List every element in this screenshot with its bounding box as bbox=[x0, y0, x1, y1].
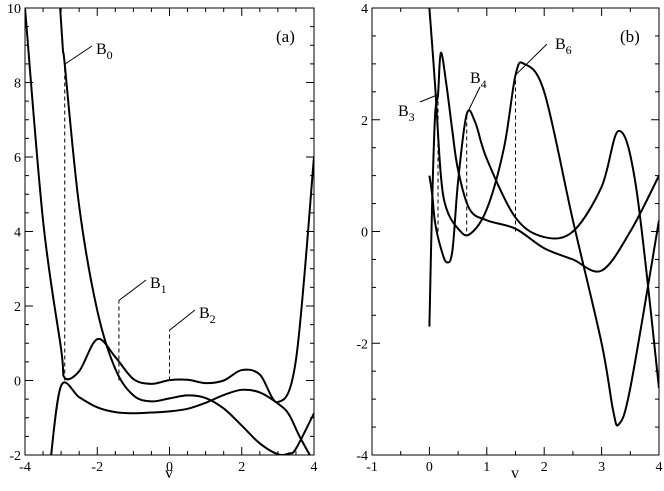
label-leader-line bbox=[64, 45, 93, 65]
y-tick-label: 10 bbox=[7, 2, 21, 17]
label-leader-line bbox=[118, 279, 147, 301]
panel-b-reference-lines bbox=[437, 75, 516, 232]
panel-b-curves bbox=[428, 8, 659, 427]
series-line-B4 bbox=[428, 109, 659, 389]
y-tick-label: 8 bbox=[14, 77, 21, 92]
x-tick-label: -1 bbox=[366, 460, 378, 475]
y-tick-label: -4 bbox=[356, 449, 368, 464]
curve-label: B1 bbox=[150, 275, 167, 296]
y-tick-label: -2 bbox=[9, 449, 21, 464]
panel-a-curves bbox=[25, 8, 314, 455]
y-tick-label: 2 bbox=[14, 300, 21, 315]
x-tick-label: 0 bbox=[166, 460, 173, 475]
x-tick-label: 4 bbox=[656, 460, 663, 475]
panel-a-ticks bbox=[24, 7, 315, 456]
curve-label: B0 bbox=[96, 41, 113, 62]
x-tick-label: 2 bbox=[541, 460, 548, 475]
panel-b-label: (b) bbox=[620, 27, 640, 46]
x-tick-label: 2 bbox=[238, 460, 245, 475]
series-line-B1 bbox=[25, 8, 314, 404]
curve-label: B3 bbox=[398, 103, 415, 124]
panel-b-tick-labels: -1 0 1 2 3 4 -4 -2 0 2 4 bbox=[356, 2, 662, 475]
panel-a-xlabel: v bbox=[165, 465, 173, 482]
x-tick-label: 0 bbox=[426, 460, 433, 475]
panel-a-reference-lines bbox=[64, 64, 170, 381]
y-tick-label: 0 bbox=[14, 375, 21, 390]
y-tick-label: 2 bbox=[361, 114, 368, 129]
x-tick-label: -4 bbox=[19, 460, 31, 475]
label-leader-line bbox=[515, 43, 548, 76]
series-line-B2 bbox=[50, 381, 311, 455]
x-tick-label: 1 bbox=[483, 460, 490, 475]
y-tick-label: 0 bbox=[361, 226, 368, 241]
curve-label: B2 bbox=[199, 305, 216, 326]
curve-label: B6 bbox=[555, 36, 572, 57]
label-leader-line bbox=[466, 86, 481, 115]
label-leader-line bbox=[169, 309, 196, 331]
series-line-B6 bbox=[428, 8, 659, 427]
x-tick-label: -2 bbox=[91, 460, 103, 475]
y-tick-label: -2 bbox=[356, 337, 368, 352]
panel-b-curve-labels: B3 B4 B6 bbox=[398, 36, 572, 124]
label-leader-line bbox=[419, 94, 439, 103]
series-line-B0 bbox=[59, 8, 314, 455]
panel-b: -1 0 1 2 3 4 -4 -2 0 2 4 B3 B4 B6 (b) v bbox=[356, 2, 662, 482]
panel-a-curve-labels: B0 B1 B2 bbox=[64, 41, 216, 331]
y-tick-label: 4 bbox=[14, 226, 21, 241]
panel-a-label: (a) bbox=[276, 27, 295, 46]
y-tick-label: 6 bbox=[14, 151, 21, 166]
panel-a-frame bbox=[24, 7, 315, 456]
x-tick-label: 3 bbox=[598, 460, 605, 475]
x-tick-label: 4 bbox=[311, 460, 318, 475]
panel-b-xlabel: v bbox=[511, 465, 519, 482]
y-tick-label: 4 bbox=[361, 2, 368, 17]
curve-label: B4 bbox=[470, 70, 487, 91]
